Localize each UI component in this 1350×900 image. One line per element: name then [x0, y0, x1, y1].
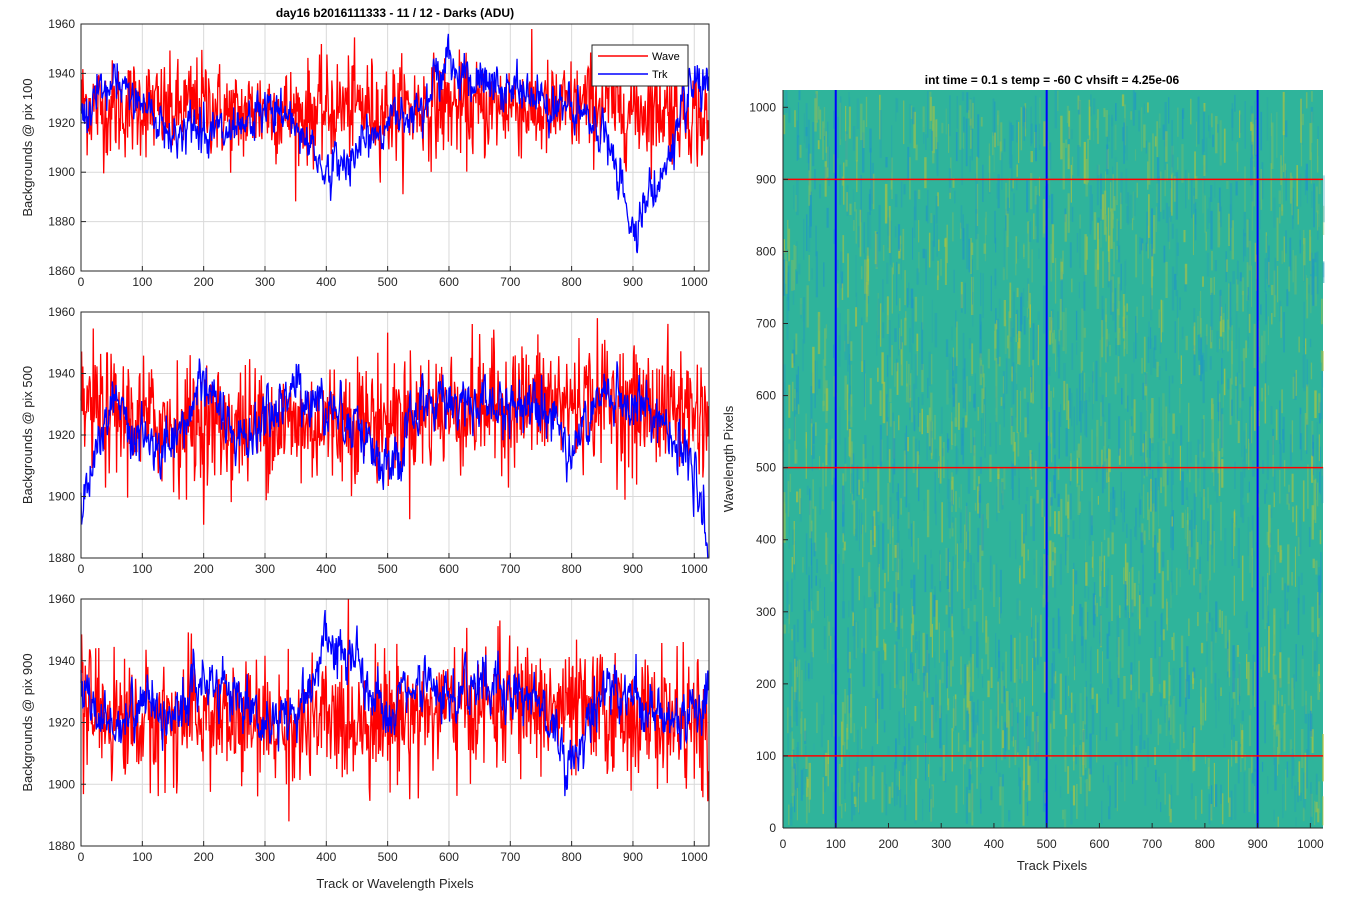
- series-line-wave: [80, 318, 710, 525]
- series-line-wave: [80, 29, 710, 202]
- y-tick-label: 500: [756, 461, 776, 475]
- legend-label-trk: Trk: [652, 69, 668, 81]
- y-tick-label: 900: [756, 172, 776, 186]
- y-tick-label: 300: [756, 605, 776, 619]
- y-tick-label: 0: [769, 821, 776, 835]
- x-tick-label: 0: [78, 562, 85, 576]
- y-tick-label: 1960: [48, 17, 75, 31]
- x-tick-label: 100: [826, 837, 846, 851]
- right-title: int time = 0.1 s temp = -60 C vhsift = 4…: [925, 73, 1180, 87]
- x-tick-label: 0: [78, 850, 85, 864]
- y-tick-label: 600: [756, 389, 776, 403]
- x-tick-label: 1000: [681, 562, 708, 576]
- x-tick-label: 600: [1089, 837, 1109, 851]
- x-tick-label: 1000: [681, 850, 708, 864]
- legend-label-wave: Wave: [652, 51, 680, 63]
- y-tick-label: 1900: [48, 777, 75, 791]
- y-tick-label: 1900: [48, 165, 75, 179]
- x-tick-label: 700: [500, 275, 520, 289]
- line-panels: 0 100 200 300 400 500 600 700 800 900 100018601880…: [20, 17, 710, 864]
- x-tick-label: 900: [1248, 837, 1268, 851]
- y-tick-label: 1940: [48, 654, 75, 668]
- y-axis-label: Backgrounds @ pix 100: [20, 78, 35, 216]
- x-tick-label: 300: [931, 837, 951, 851]
- y-tick-label: 1880: [48, 839, 75, 853]
- series-line-trk: [80, 33, 710, 254]
- right-ylabel: Wavelength Pixels: [721, 405, 736, 512]
- y-tick-label: 1940: [48, 367, 75, 381]
- y-tick-label: 400: [756, 533, 776, 547]
- x-tick-label: 400: [316, 850, 336, 864]
- x-tick-label: 1000: [681, 275, 708, 289]
- x-tick-label: 900: [623, 562, 643, 576]
- x-tick-label: 900: [623, 850, 643, 864]
- x-tick-label: 600: [439, 275, 459, 289]
- y-axis-label: Backgrounds @ pix 500: [20, 366, 35, 504]
- x-tick-label: 800: [562, 850, 582, 864]
- x-tick-label: 800: [1195, 837, 1215, 851]
- legend-box: [591, 44, 689, 87]
- y-tick-label: 1960: [48, 592, 75, 606]
- heatmap-texture: [783, 90, 1325, 828]
- left-xlabel: Track or Wavelength Pixels: [316, 876, 474, 891]
- y-tick-label: 1940: [48, 66, 75, 80]
- y-tick-label: 1920: [48, 428, 75, 442]
- x-tick-label: 100: [132, 850, 152, 864]
- series-line-trk: [80, 609, 710, 797]
- x-tick-label: 100: [132, 562, 152, 576]
- x-tick-label: 600: [439, 850, 459, 864]
- y-tick-label: 700: [756, 317, 776, 331]
- x-tick-label: 300: [255, 850, 275, 864]
- x-tick-label: 200: [194, 562, 214, 576]
- x-tick-label: 700: [500, 562, 520, 576]
- y-tick-label: 1960: [48, 305, 75, 319]
- series-line-trk: [80, 358, 709, 559]
- x-tick-label: 500: [378, 562, 398, 576]
- x-tick-label: 300: [255, 275, 275, 289]
- x-tick-label: 800: [562, 562, 582, 576]
- x-tick-label: 400: [316, 562, 336, 576]
- x-tick-label: 400: [316, 275, 336, 289]
- y-tick-label: 1880: [48, 551, 75, 565]
- x-tick-label: 900: [623, 275, 643, 289]
- x-tick-label: 500: [378, 850, 398, 864]
- heatmap-panel: 0 100 200 300 400 500 600 700 800 900 1000 0 100 200 3…: [749, 90, 1325, 851]
- x-tick-label: 700: [500, 850, 520, 864]
- y-tick-label: 1920: [48, 716, 75, 730]
- x-tick-label: 200: [194, 275, 214, 289]
- x-tick-label: 200: [194, 850, 214, 864]
- y-tick-label: 1880: [48, 215, 75, 229]
- y-tick-label: 200: [756, 677, 776, 691]
- x-tick-label: 600: [439, 562, 459, 576]
- line-panel-2: 0 100 200 300 400 500 600 700 800 900 1000 1880 1900…: [20, 305, 710, 576]
- left-title: day16 b2016111333 - 11 / 12 - Darks (ADU…: [276, 6, 514, 20]
- x-tick-label: 400: [984, 837, 1004, 851]
- line-panel-3: 0 100 200 300 400 500 600 700 800 900 1000 1880 1900…: [20, 592, 710, 864]
- y-axis-label: Backgrounds @ pix 900: [20, 653, 35, 791]
- x-tick-label: 800: [562, 275, 582, 289]
- right-xlabel: Track Pixels: [1017, 858, 1088, 873]
- x-tick-label: 100: [132, 275, 152, 289]
- y-tick-label: 1000: [749, 100, 776, 114]
- x-tick-label: 0: [78, 275, 85, 289]
- x-tick-label: 500: [378, 275, 398, 289]
- y-tick-label: 800: [756, 244, 776, 258]
- x-tick-label: 1000: [1297, 837, 1324, 851]
- x-tick-label: 700: [1142, 837, 1162, 851]
- x-tick-label: 300: [255, 562, 275, 576]
- y-tick-label: 1860: [48, 264, 75, 278]
- y-tick-label: 1900: [48, 490, 75, 504]
- legend: Wave Trk: [591, 44, 689, 87]
- x-tick-label: 0: [780, 837, 787, 851]
- x-tick-label: 200: [878, 837, 898, 851]
- axes-frame: [80, 23, 710, 272]
- x-tick-label: 500: [1037, 837, 1057, 851]
- y-tick-label: 100: [756, 749, 776, 763]
- y-tick-label: 1920: [48, 116, 75, 130]
